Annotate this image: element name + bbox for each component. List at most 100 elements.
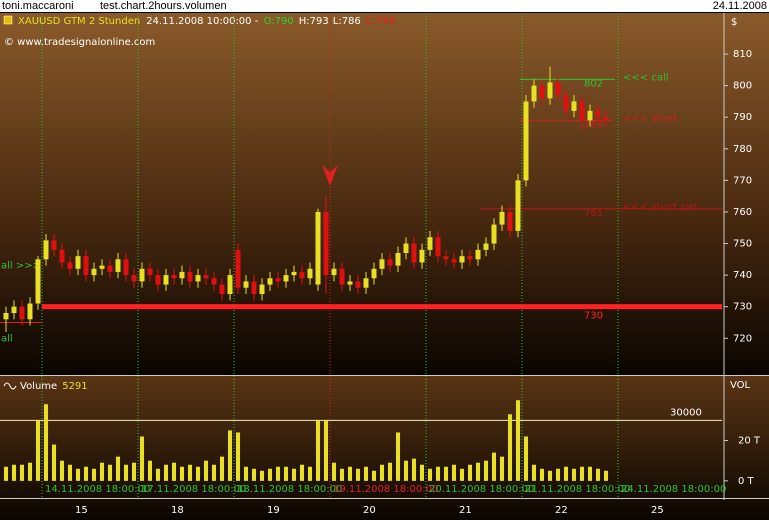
- candle-body: [99, 265, 105, 269]
- candle-body: [27, 303, 33, 320]
- candle-body: [531, 85, 537, 102]
- candle-body: [3, 313, 9, 320]
- candle-body: [571, 101, 577, 111]
- candle-body: [83, 256, 89, 276]
- volume-bar: [332, 462, 336, 481]
- candle-body: [187, 271, 193, 282]
- candle-body: [515, 180, 521, 231]
- volume-bar: [564, 466, 568, 481]
- level-value: 789: [584, 119, 603, 130]
- volume-bar: [420, 464, 424, 481]
- volume-bar: [460, 468, 464, 481]
- volume-bar: [180, 466, 184, 481]
- volume-bar: [228, 430, 232, 481]
- currency: $: [731, 17, 737, 28]
- volume-bar: [484, 460, 488, 481]
- volume-bar: [412, 458, 416, 481]
- candle-body: [547, 82, 553, 99]
- volume-bar: [524, 436, 528, 481]
- candle-body: [315, 211, 321, 285]
- volume-name: Volume: [20, 381, 57, 392]
- candle-body: [51, 240, 57, 250]
- candle-body: [411, 243, 417, 263]
- candle-body: [451, 259, 457, 263]
- candle-body: [555, 82, 561, 96]
- candle-body: [419, 249, 425, 263]
- candle-body: [243, 281, 249, 288]
- candle-body: [283, 275, 289, 282]
- level-note: <<< short ziel: [623, 202, 697, 213]
- volume-bar: [348, 466, 352, 481]
- volume-panel: [0, 376, 769, 520]
- day-label: 25: [651, 505, 664, 516]
- volume-bar: [36, 420, 40, 481]
- volume-bar: [44, 404, 48, 481]
- y-tick-label: 0 T: [738, 476, 755, 487]
- session-label: 21.11.2008 18:00:00: [525, 484, 630, 495]
- volume-last: 5291: [62, 381, 87, 392]
- candle-body: [507, 211, 513, 231]
- candle-body: [595, 110, 601, 118]
- volume-bar: [284, 466, 288, 481]
- candle-body: [147, 268, 153, 276]
- volume-bar: [292, 468, 296, 481]
- volume-bar: [4, 466, 8, 481]
- volume-bar: [516, 400, 520, 481]
- candle-body: [131, 275, 137, 282]
- volume-bar: [124, 464, 128, 481]
- timestamp: 24.11.2008 10:00:00 -: [146, 16, 259, 27]
- volume-bar: [556, 468, 560, 481]
- candle-body: [275, 278, 281, 282]
- volume-bar: [492, 452, 496, 481]
- volume-bar: [380, 464, 384, 481]
- candle-body: [323, 211, 329, 276]
- candle-body: [467, 256, 473, 260]
- candle-body: [563, 95, 569, 111]
- volume-bar: [548, 470, 552, 481]
- day-label: 22: [555, 505, 568, 516]
- volume-bar: [532, 464, 536, 481]
- y-tick-label: 770: [733, 175, 752, 186]
- volume-bar: [596, 468, 600, 481]
- day-label: 15: [75, 505, 88, 516]
- session-label: 20.11.2008 18:00:00: [429, 484, 534, 495]
- candle-body: [139, 268, 145, 282]
- high-label: H:793: [299, 16, 329, 27]
- candle-body: [475, 249, 481, 260]
- window-file: test.chart.2hours.volumen: [100, 0, 227, 12]
- candle-body: [179, 271, 185, 279]
- volume-bar: [52, 444, 56, 481]
- volume-bar: [204, 460, 208, 481]
- volume-bar: [580, 466, 584, 481]
- volume-bar: [260, 470, 264, 481]
- candle-body: [203, 275, 209, 279]
- volume-legend: Volume 5291: [20, 381, 88, 392]
- y-tick-label: 800: [733, 81, 752, 92]
- volume-bar: [468, 464, 472, 481]
- symbol-icon: [3, 15, 13, 25]
- volume-bar: [252, 468, 256, 481]
- volume-bar: [316, 420, 320, 481]
- candle-body: [123, 259, 129, 276]
- volume-bar: [172, 462, 176, 481]
- volume-bar: [604, 470, 608, 481]
- candle-body: [355, 281, 361, 288]
- level-value: 761: [584, 208, 603, 219]
- volume-bar: [164, 464, 168, 481]
- window-date: 24.11.2008: [713, 0, 767, 12]
- candle-body: [539, 85, 545, 99]
- volume-bar: [428, 468, 432, 481]
- copyright: © www.tradesignalonline.com: [4, 37, 155, 48]
- session-label: 24.11.2008 18:00:00: [621, 484, 726, 495]
- day-label: 21: [459, 505, 472, 516]
- candle-body: [347, 281, 353, 285]
- candle-body: [379, 259, 385, 269]
- level-note: all: [1, 333, 13, 344]
- candle-body: [459, 256, 465, 263]
- volume-bar: [436, 466, 440, 481]
- volume-bar: [372, 470, 376, 481]
- candle-body: [35, 259, 41, 304]
- volume-bar: [196, 466, 200, 481]
- y-tick-label: 720: [733, 333, 752, 344]
- volume-bar: [404, 460, 408, 481]
